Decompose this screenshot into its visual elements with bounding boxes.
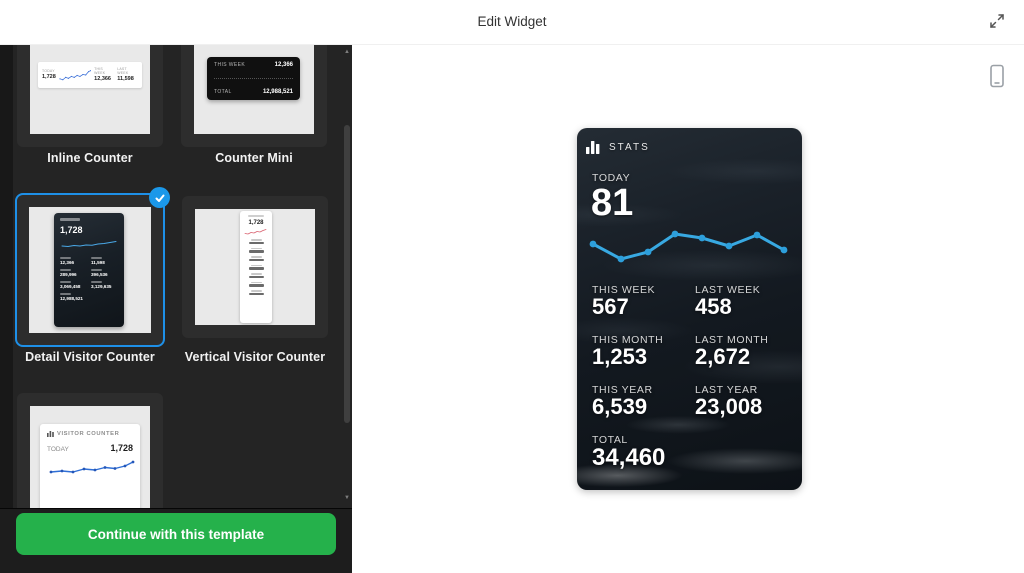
stat-value-last-month: 2,672 xyxy=(695,344,751,369)
page-title: Edit Widget xyxy=(477,14,547,29)
template-tile-detail-visitor-counter[interactable]: 1,728 12,366 11,598 289,996 396,536 3,06… xyxy=(15,193,165,347)
smartphone-icon xyxy=(990,64,1004,87)
mini-value: 11,598 xyxy=(91,260,105,265)
template-name-inline-counter: Inline Counter xyxy=(47,151,133,165)
widget-header-title: STATS xyxy=(609,141,650,153)
mini-value: 12,366 xyxy=(94,75,111,82)
bar-chart-icon xyxy=(586,141,600,154)
stat-label-last-week: LAST WEEK xyxy=(695,284,761,296)
mini-label: LAST WEEK xyxy=(117,67,129,75)
template-thumbnail: TODAY 1,728 THIS WEEK 12,366 LAST WEEK 1… xyxy=(30,45,150,134)
mini-line-chart xyxy=(59,70,91,81)
stat-label-total: TOTAL xyxy=(592,434,628,446)
bar-chart-icon xyxy=(47,431,54,437)
stat-value-this-month: 1,253 xyxy=(592,344,648,369)
continue-button[interactable]: Continue with this template xyxy=(16,513,336,555)
stat-label-this-month: THIS MONTH xyxy=(592,334,664,346)
mini-stat-rows xyxy=(243,239,269,295)
preview-canvas: STATS TODAY 81 THIS WEEK 567 LAST WEEK 4… xyxy=(352,45,1024,573)
mini-value: 12,366 xyxy=(274,62,293,68)
stats-widget-preview: STATS TODAY 81 THIS WEEK 567 LAST WEEK 4… xyxy=(577,128,802,490)
stat-value-today: 81 xyxy=(591,182,634,224)
mini-line-chart xyxy=(61,241,117,247)
template-tile-vertical-visitor-counter[interactable]: 1,728 xyxy=(182,196,328,338)
mini-value: 11,598 xyxy=(117,75,134,82)
mini-value: 12,988,521 xyxy=(60,296,83,301)
mini-line-chart xyxy=(244,229,267,235)
template-name-counter-mini: Counter Mini xyxy=(215,151,293,165)
inline-counter-mini-widget: TODAY 1,728 THIS WEEK 12,366 LAST WEEK 1… xyxy=(38,62,142,88)
mini-value: 12,988,521 xyxy=(262,89,293,95)
template-tile-inline-counter[interactable]: TODAY 1,728 THIS WEEK 12,366 LAST WEEK 1… xyxy=(17,45,163,147)
template-thumbnail: 1,728 xyxy=(195,209,315,325)
stat-label-last-month: LAST MONTH xyxy=(695,334,769,346)
template-name-vertical-visitor-counter: Vertical Visitor Counter xyxy=(184,350,326,364)
counter-mini-widget: THIS WEEK 12,366 TOTAL 12,988,521 xyxy=(207,57,300,100)
stat-value-this-year: 6,539 xyxy=(592,394,648,419)
scrollbar-up-arrow[interactable]: ▲ xyxy=(344,49,350,55)
mini-value: 396,536 xyxy=(91,272,108,277)
mini-big-value: 1,728 xyxy=(60,225,83,235)
stat-value-this-week: 567 xyxy=(592,294,629,319)
mini-label: TODAY xyxy=(47,446,69,453)
mini-header-bar xyxy=(60,218,80,221)
mini-value: 289,996 xyxy=(60,272,77,277)
stat-value-last-year: 23,008 xyxy=(695,394,763,419)
mini-value: 1,728 xyxy=(110,443,133,453)
mini-value: 3,129,635 xyxy=(91,284,112,289)
stat-value-last-week: 458 xyxy=(695,294,732,319)
mini-value: 12,366 xyxy=(60,260,75,265)
mobile-preview-button[interactable] xyxy=(982,61,1012,93)
expand-diagonal-icon xyxy=(990,13,1004,28)
dotted-divider xyxy=(214,78,293,79)
template-thumbnail: 1,728 12,366 11,598 289,996 396,536 3,06… xyxy=(29,207,151,333)
template-thumbnail: THIS WEEK 12,366 TOTAL 12,988,521 xyxy=(194,45,314,134)
stat-label-last-year: LAST YEAR xyxy=(695,384,758,396)
sidebar-accent-strip xyxy=(0,45,13,508)
stat-label-today: TODAY xyxy=(592,172,631,184)
mini-value: 3,069,458 xyxy=(60,284,81,289)
template-thumbnail: VISITOR COUNTER TODAY 1,728 xyxy=(30,406,150,508)
mini-label: TOTAL xyxy=(214,89,232,95)
top-bar: Edit Widget xyxy=(0,0,1024,45)
stat-label-this-week: THIS WEEK xyxy=(592,284,656,296)
checkmark-icon xyxy=(155,194,164,202)
mini-header-bar xyxy=(248,215,264,217)
scrollbar-down-arrow[interactable]: ▼ xyxy=(344,495,350,501)
selected-check-badge xyxy=(149,187,170,208)
sidebar-scrollbar-thumb[interactable] xyxy=(344,125,350,423)
mini-big-value: 1,728 xyxy=(248,220,264,226)
stat-value-total: 34,460 xyxy=(592,444,666,471)
stat-label-this-year: THIS YEAR xyxy=(592,384,653,396)
vertical-counter-mini-widget: 1,728 xyxy=(240,211,272,323)
template-name-detail-visitor-counter: Detail Visitor Counter xyxy=(25,350,155,364)
mini-value: 1,728 xyxy=(42,73,56,80)
sidebar-footer: Continue with this template xyxy=(0,508,352,573)
detail-counter-mini-widget: 1,728 12,366 11,598 289,996 396,536 3,06… xyxy=(54,213,124,327)
mini-title: VISITOR COUNTER xyxy=(57,430,120,437)
mini-label: THIS WEEK xyxy=(94,67,106,75)
visitor-counter-mini-widget: VISITOR COUNTER TODAY 1,728 xyxy=(40,424,140,508)
template-tile-counter-mini[interactable]: THIS WEEK 12,366 TOTAL 12,988,521 xyxy=(181,45,327,147)
mini-line-chart xyxy=(49,460,135,474)
mini-label: TODAY xyxy=(42,69,55,74)
expand-button[interactable] xyxy=(984,9,1010,35)
template-tile-visitor-counter[interactable]: VISITOR COUNTER TODAY 1,728 xyxy=(17,393,163,508)
template-list: TODAY 1,728 THIS WEEK 12,366 LAST WEEK 1… xyxy=(0,45,352,508)
template-sidebar: TODAY 1,728 THIS WEEK 12,366 LAST WEEK 1… xyxy=(0,45,352,573)
mini-label: THIS WEEK xyxy=(214,62,246,68)
